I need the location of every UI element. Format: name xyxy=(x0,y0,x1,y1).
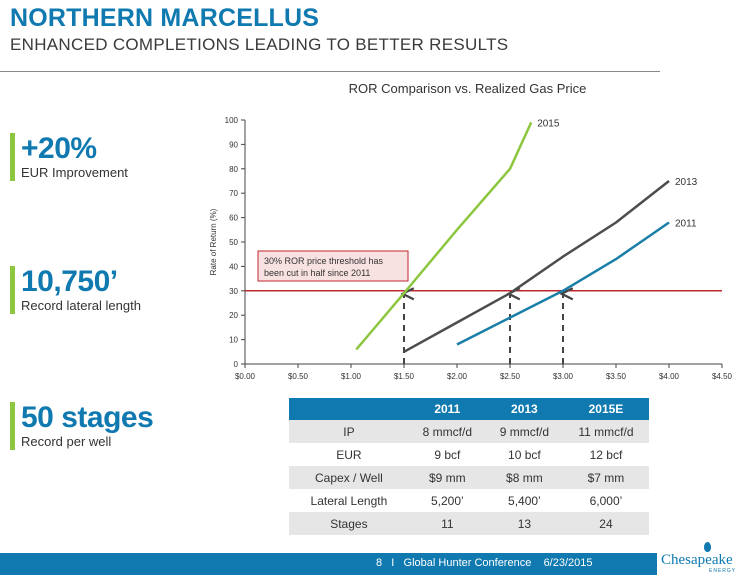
stat-label: Record lateral length xyxy=(21,298,141,313)
page-title: NORTHERN MARCELLUS xyxy=(10,4,320,32)
y-tick-label: 40 xyxy=(229,262,238,271)
table-header-cell: 2013 xyxy=(485,398,563,420)
completion-table: 2011 2013 2015E IP 8 mmcf/d 9 mmcf/d 11 … xyxy=(289,398,649,535)
stat-lateral: 10,750’ Record lateral length xyxy=(10,266,141,314)
logo-sub: ENERGY xyxy=(709,568,737,574)
footer-date: 6/23/2015 xyxy=(543,557,593,569)
y-tick-label: 70 xyxy=(229,189,238,198)
table-row: EUR 9 bcf 10 bcf 12 bcf xyxy=(289,443,649,466)
table-cell: Stages xyxy=(289,512,409,535)
series-label-2015: 2015 xyxy=(537,118,560,129)
table-header-row: 2011 2013 2015E xyxy=(289,398,649,420)
series-line-2013 xyxy=(403,180,670,353)
stat-label: EUR Improvement xyxy=(21,165,128,180)
table-cell: 8 mmcf/d xyxy=(408,420,486,443)
y-tick-label: 20 xyxy=(229,311,238,320)
y-tick-label: 10 xyxy=(229,336,238,345)
table-cell: $8 mm xyxy=(485,466,563,489)
table-cell: IP xyxy=(289,420,409,443)
table-cell: 9 bcf xyxy=(434,447,461,462)
table-cell: Capex / Well xyxy=(289,466,409,489)
table-header-cell xyxy=(289,398,409,420)
chart-title: ROR Comparison vs. Realized Gas Price xyxy=(348,81,587,96)
x-tick-label: $0.00 xyxy=(235,372,256,381)
y-tick-label: 60 xyxy=(229,214,238,223)
x-tick-label: $2.00 xyxy=(447,372,468,381)
y-tick-label: 100 xyxy=(225,116,239,125)
table-cell: 5,200’ xyxy=(430,493,464,508)
stat-value: 10,750’ xyxy=(21,265,118,298)
stat-eur: +20% EUR Improvement xyxy=(10,133,128,181)
table-cell: Lateral Length xyxy=(310,493,388,508)
x-tick-label: $4.50 xyxy=(712,372,733,381)
footer-page-number: 8 xyxy=(376,557,383,569)
table-row: Lateral Length 5,200’ 5,400’ 6,000’ xyxy=(289,489,649,512)
table-cell: 9 mmcf/d xyxy=(485,420,563,443)
y-tick-label: 30 xyxy=(229,287,238,296)
table-cell: EUR xyxy=(336,447,362,462)
x-tick-label: $1.00 xyxy=(341,372,362,381)
table-cell: 5,400’ xyxy=(508,493,541,508)
table-cell: $9 mm xyxy=(408,466,486,489)
footer-bar xyxy=(0,553,749,575)
table-header-cell: 2011 xyxy=(408,398,486,420)
logo-name: Chesapeake xyxy=(661,552,733,568)
table-cell: 10 bcf xyxy=(508,447,541,462)
series-line-2011 xyxy=(456,221,670,346)
footer-event: Global Hunter Conference xyxy=(403,557,532,569)
footer-text: 8 I Global Hunter Conference 6/23/2015 xyxy=(376,557,593,569)
y-axis-label: Rate of Return (%) xyxy=(209,208,218,275)
threshold-label-line1: 30% ROR price threshold has xyxy=(264,256,384,266)
x-tick-label: $0.50 xyxy=(288,372,309,381)
y-tick-label: 0 xyxy=(234,360,239,369)
x-tick-label: $4.00 xyxy=(659,372,680,381)
table-row: Stages 11 13 24 xyxy=(289,512,649,535)
stat-value: 50 stages xyxy=(21,401,154,434)
y-tick-label: 90 xyxy=(229,140,238,149)
x-tick-label: $3.00 xyxy=(553,372,574,381)
header-divider xyxy=(0,71,660,72)
table-row: Capex / Well $9 mm $8 mm $7 mm xyxy=(289,466,649,489)
y-tick-label: 50 xyxy=(229,238,238,247)
stat-stages: 50 stages Record per well xyxy=(10,401,154,450)
stat-value: +20% xyxy=(21,132,97,165)
table-cell: $7 mm xyxy=(562,466,649,489)
table-cell: 13 xyxy=(485,512,563,535)
x-tick-label: $1.50 xyxy=(394,372,415,381)
table-row: IP 8 mmcf/d 9 mmcf/d 11 mmcf/d xyxy=(289,420,649,443)
y-tick-label: 80 xyxy=(229,165,238,174)
table-cell: 11 mmcf/d xyxy=(562,420,649,443)
series-line-2015 xyxy=(355,121,533,351)
x-tick-label: $3.50 xyxy=(606,372,627,381)
page-subtitle: ENHANCED COMPLETIONS LEADING TO BETTER R… xyxy=(10,35,509,54)
table-cell: 24 xyxy=(562,512,649,535)
series-label-2011: 2011 xyxy=(675,218,697,229)
chesapeake-logo: Chesapeake ENERGY xyxy=(657,542,749,575)
table-cell: 11 xyxy=(408,512,486,535)
ror-chart: 0 10 20 30 40 50 60 70 80 90 100 $0.00 $0.50 $1.00 $1.… xyxy=(209,116,733,381)
threshold-label-line2: been cut in half since 2011 xyxy=(264,268,370,278)
table-cell: 6,000’ xyxy=(589,493,623,508)
x-tick-label: $2.50 xyxy=(500,372,521,381)
series-label-2013: 2013 xyxy=(675,177,698,188)
table-header-cell: 2015E xyxy=(562,398,649,420)
flame-icon xyxy=(704,542,711,552)
stat-label: Record per well xyxy=(21,434,112,449)
footer-separator: I xyxy=(391,557,395,569)
threshold-callout-box xyxy=(257,250,409,282)
table-cell: 12 bcf xyxy=(589,447,623,462)
